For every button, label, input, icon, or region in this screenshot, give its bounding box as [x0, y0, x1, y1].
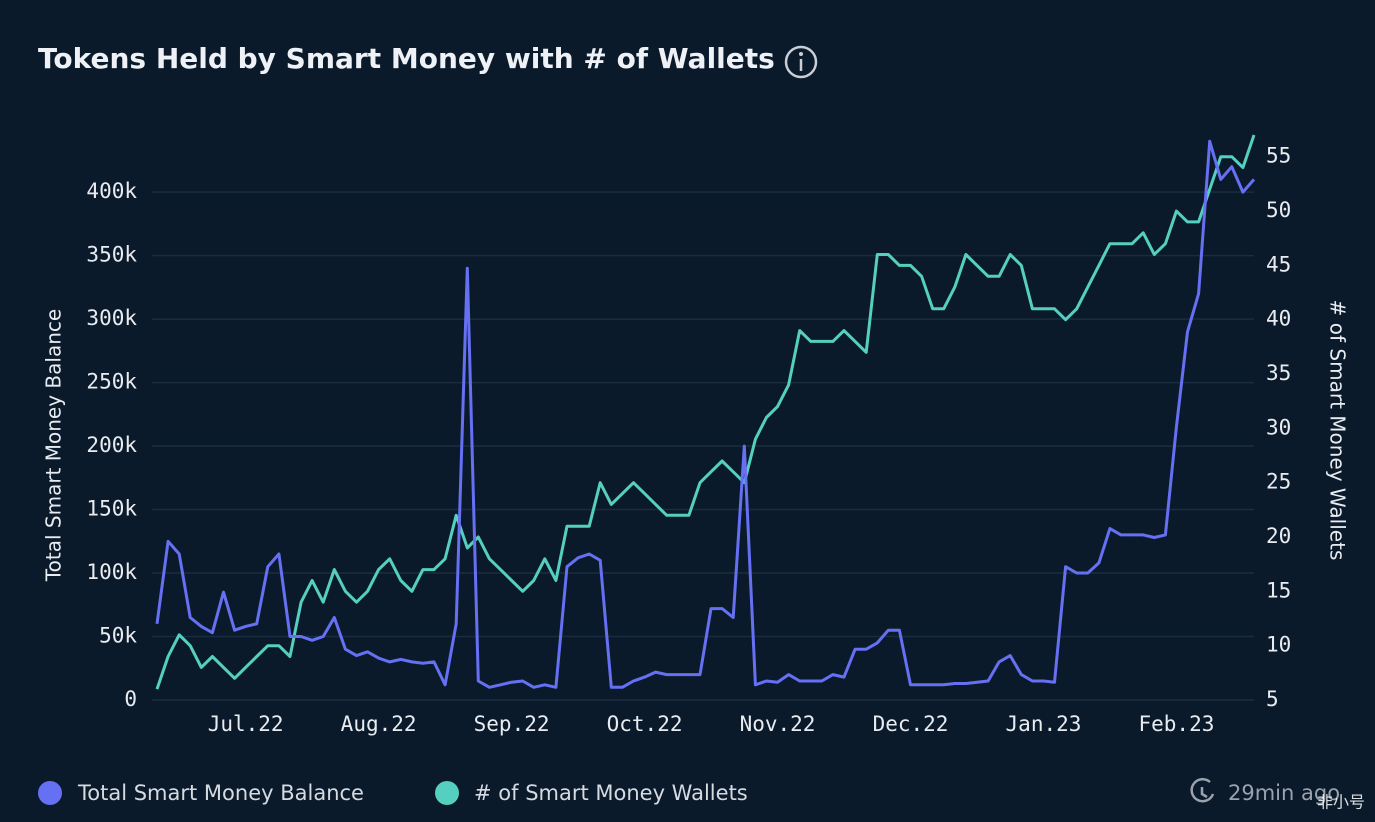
y2-tick-label: 35: [1266, 361, 1291, 385]
updated-time: 29min ago: [1228, 781, 1340, 805]
y-axis-label: Total Smart Money Balance: [42, 309, 66, 582]
x-tick-label: Sep.22: [474, 712, 550, 736]
y-tick-label: 250k: [86, 370, 137, 394]
legend-item[interactable]: Total Smart Money Balance: [38, 781, 364, 805]
y-tick-label: 200k: [86, 433, 137, 457]
y-tick-label: 100k: [86, 560, 137, 584]
y-tick-label: 150k: [86, 497, 137, 521]
watermark: 非小号: [1317, 793, 1365, 812]
series-line: [155, 134, 1256, 690]
y2-tick-label: 45: [1266, 252, 1291, 276]
y-tick-label: 400k: [86, 179, 137, 203]
x-tick-label: Aug.22: [341, 712, 417, 736]
y2-tick-label: 15: [1266, 578, 1291, 602]
y2-tick-label: 5: [1266, 687, 1279, 711]
y-tick-label: 50k: [99, 624, 137, 648]
y2-tick-label: 50: [1266, 198, 1291, 222]
y2-tick-label: 55: [1266, 144, 1291, 168]
y-tick-label: 300k: [86, 306, 137, 330]
legend-label: Total Smart Money Balance: [77, 781, 364, 805]
x-tick-label: Nov.22: [740, 712, 816, 736]
series-line: [155, 139, 1256, 689]
legend-label: # of Smart Money Wallets: [474, 781, 748, 805]
x-tick-label: Feb.23: [1139, 712, 1215, 736]
x-tick-label: Jul.22: [208, 712, 284, 736]
y2-tick-label: 20: [1266, 524, 1291, 548]
x-tick-label: Jan.23: [1006, 712, 1082, 736]
legend-item[interactable]: # of Smart Money Wallets: [435, 781, 748, 805]
y2-tick-label: 25: [1266, 470, 1291, 494]
legend-swatch: [38, 781, 62, 805]
info-icon[interactable]: [784, 45, 818, 79]
y2-axis-label: # of Smart Money Wallets: [1326, 300, 1350, 561]
x-tick-label: Dec.22: [873, 712, 949, 736]
y-tick-label: 0: [124, 687, 137, 711]
y-tick-label: 350k: [86, 243, 137, 267]
y2-tick-label: 40: [1266, 307, 1291, 331]
clock-icon: [1190, 777, 1215, 803]
chart-title: Tokens Held by Smart Money with # of Wal…: [38, 42, 775, 75]
legend-swatch: [435, 781, 459, 805]
y2-tick-label: 10: [1266, 633, 1291, 657]
y2-tick-label: 30: [1266, 415, 1291, 439]
x-tick-label: Oct.22: [607, 712, 683, 736]
